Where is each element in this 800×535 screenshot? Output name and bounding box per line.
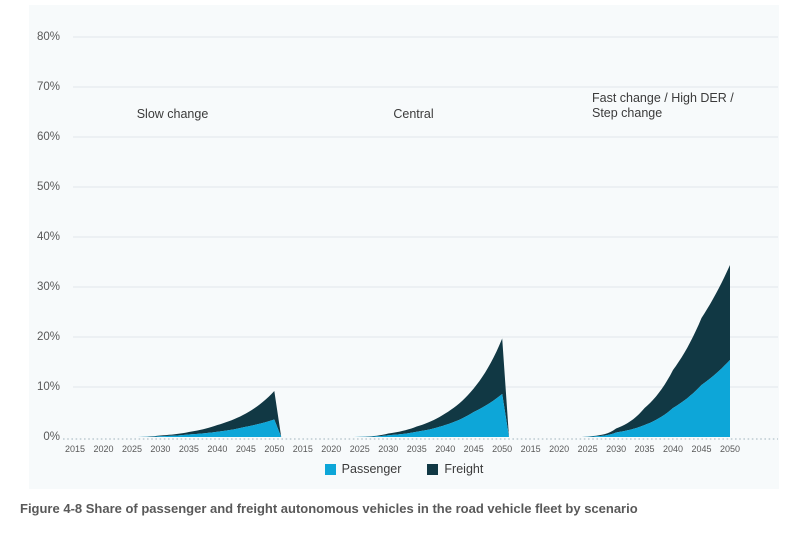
legend-item-passenger: Passenger (324, 462, 402, 476)
freight-swatch-icon (427, 463, 439, 475)
x-tick-label-panel1-2025: 2025 (349, 444, 370, 454)
passenger-area-0 (75, 419, 282, 437)
y-tick-label-40: 40% (36, 231, 60, 243)
x-tick-label-panel1-2040: 2040 (435, 444, 456, 454)
x-tick-label-panel0-2040: 2040 (207, 444, 228, 454)
freight-area-0 (75, 391, 282, 437)
legend-label-passenger: Passenger (341, 462, 402, 476)
x-tick-label-panel1-2020: 2020 (321, 444, 342, 454)
scenario-label-slow-change: Slow change (136, 107, 209, 121)
y-tick-label-60: 60% (36, 131, 60, 143)
x-tick-label-panel0-2015: 2015 (64, 444, 86, 454)
x-tick-label-panel0-2035: 2035 (178, 444, 199, 454)
x-tick-label-panel2-2025: 2025 (577, 444, 598, 454)
legend: Passenger Freight (29, 462, 779, 476)
x-tick-label-panel0-2025: 2025 (121, 444, 142, 454)
x-tick-label-panel2-2020: 2020 (549, 444, 570, 454)
x-tick-label-panel1-2030: 2030 (378, 444, 399, 454)
x-tick-label-panel2-2050: 2050 (719, 444, 740, 454)
y-tick-label-0: 0% (43, 431, 60, 443)
y-tick-label-50: 50% (36, 181, 60, 193)
y-tick-label-70: 70% (36, 81, 60, 93)
scenario-label-fast-change: Fast change / High DER / Step change (592, 91, 734, 120)
x-tick-label-panel0-2050: 2050 (264, 444, 285, 454)
x-tick-label-panel1-2050: 2050 (492, 444, 513, 454)
x-tick-label-panel2-2015: 2015 (520, 444, 541, 454)
x-tick-label-panel1-2045: 2045 (463, 444, 484, 454)
x-tick-label-panel1-2035: 2035 (406, 444, 427, 454)
freight-area-2 (530, 265, 730, 437)
scenario-label-central: Central (393, 107, 434, 121)
x-tick-label-panel1-2015: 2015 (292, 444, 313, 454)
y-tick-label-20: 20% (36, 331, 60, 343)
legend-item-freight: Freight (427, 462, 483, 476)
figure-caption: Figure 4-8 Share of passenger and freigh… (20, 501, 638, 516)
x-tick-label-panel0-2020: 2020 (93, 444, 114, 454)
y-tick-label-30: 30% (36, 281, 60, 293)
x-tick-label-panel2-2045: 2045 (691, 444, 712, 454)
x-tick-label-panel2-2040: 2040 (663, 444, 684, 454)
passenger-area-1 (302, 394, 509, 437)
y-tick-label-80: 80% (36, 31, 60, 43)
passenger-area-2 (530, 360, 730, 437)
x-tick-label-panel0-2030: 2030 (150, 444, 171, 454)
x-tick-label-panel0-2045: 2045 (235, 444, 256, 454)
freight-area-1 (302, 338, 509, 437)
legend-label-freight: Freight (444, 462, 484, 476)
passenger-swatch-icon (324, 463, 336, 475)
x-tick-label-panel2-2035: 2035 (634, 444, 655, 454)
x-tick-label-panel2-2030: 2030 (606, 444, 627, 454)
y-tick-label-10: 10% (36, 381, 60, 393)
